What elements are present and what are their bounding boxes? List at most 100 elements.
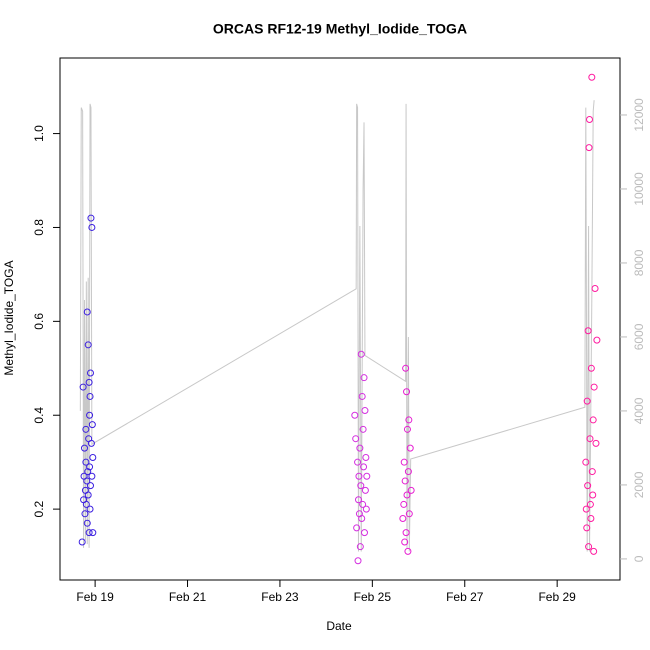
data-point bbox=[399, 515, 407, 523]
data-point bbox=[582, 505, 590, 513]
data-point bbox=[359, 500, 367, 508]
y-tick-label: 0.6 bbox=[32, 313, 46, 330]
data-point bbox=[351, 411, 359, 419]
data-point bbox=[82, 500, 90, 508]
data-point bbox=[588, 468, 596, 476]
y2-tick-label: 8000 bbox=[632, 249, 646, 276]
data-point bbox=[354, 557, 362, 565]
data-point bbox=[83, 519, 91, 527]
x-tick-label: Feb 29 bbox=[538, 590, 576, 604]
data-point bbox=[361, 486, 369, 494]
data-point bbox=[587, 515, 595, 523]
data-point bbox=[401, 477, 409, 485]
data-point bbox=[587, 364, 595, 372]
y-axis-label: Methyl_Iodide_TOGA bbox=[2, 260, 16, 375]
data-point bbox=[86, 392, 94, 400]
data-point bbox=[353, 524, 361, 532]
data-point bbox=[585, 543, 593, 551]
data-point bbox=[83, 308, 91, 316]
data-point bbox=[403, 491, 411, 499]
data-point bbox=[404, 547, 412, 555]
data-point bbox=[86, 463, 94, 471]
data-point bbox=[403, 388, 411, 396]
data-point bbox=[85, 529, 93, 537]
x-tick-label: Feb 27 bbox=[446, 590, 484, 604]
data-point bbox=[583, 397, 591, 405]
x-tick-label: Feb 25 bbox=[354, 590, 392, 604]
data-point bbox=[584, 327, 592, 335]
data-point bbox=[88, 223, 96, 231]
data-point bbox=[590, 383, 598, 391]
data-point bbox=[355, 472, 363, 480]
x-tick-label: Feb 23 bbox=[261, 590, 299, 604]
data-point bbox=[83, 477, 91, 485]
data-point bbox=[87, 439, 95, 447]
data-point bbox=[400, 500, 408, 508]
data-point bbox=[402, 529, 410, 537]
y2-tick-label: 4000 bbox=[632, 397, 646, 424]
x-tick-label: Feb 21 bbox=[169, 590, 207, 604]
data-point bbox=[582, 458, 590, 466]
data-point bbox=[356, 444, 364, 452]
data-point bbox=[354, 458, 362, 466]
data-point bbox=[82, 425, 90, 433]
y-tick-label: 0.2 bbox=[32, 500, 46, 517]
data-point bbox=[356, 543, 364, 551]
data-point bbox=[593, 336, 601, 344]
data-point bbox=[361, 407, 369, 415]
data-point bbox=[362, 505, 370, 513]
data-point bbox=[406, 444, 414, 452]
data-point bbox=[359, 425, 367, 433]
data-point bbox=[405, 416, 413, 424]
data-point bbox=[89, 529, 97, 537]
data-point bbox=[400, 458, 408, 466]
y-tick-label: 1.0 bbox=[32, 125, 46, 142]
data-point bbox=[82, 458, 90, 466]
data-point bbox=[85, 378, 93, 386]
chart-title: ORCAS RF12-19 Methyl_Iodide_TOGA bbox=[213, 21, 467, 37]
data-point bbox=[86, 505, 94, 513]
data-point bbox=[86, 411, 94, 419]
data-point bbox=[360, 529, 368, 537]
y2-tick-label: 10000 bbox=[632, 172, 646, 206]
data-point bbox=[360, 374, 368, 382]
data-point bbox=[590, 547, 598, 555]
data-point bbox=[586, 500, 594, 508]
data-point bbox=[589, 416, 597, 424]
x-axis-label: Date bbox=[326, 619, 352, 633]
x-tick-label: Feb 19 bbox=[76, 590, 114, 604]
data-point bbox=[588, 73, 596, 81]
y-tick-label: 0.4 bbox=[32, 407, 46, 424]
data-point bbox=[360, 463, 368, 471]
data-point bbox=[357, 482, 365, 490]
data-point bbox=[402, 364, 410, 372]
data-point bbox=[586, 115, 594, 123]
data-point bbox=[86, 369, 94, 377]
data-point bbox=[358, 392, 366, 400]
data-point bbox=[84, 491, 92, 499]
data-point bbox=[80, 444, 88, 452]
data-point bbox=[89, 453, 97, 461]
data-point bbox=[362, 453, 370, 461]
data-point bbox=[404, 468, 412, 476]
altitude-line bbox=[79, 100, 595, 552]
y-tick-label: 0.8 bbox=[32, 219, 46, 236]
y2-tick-label: 12000 bbox=[632, 98, 646, 132]
data-point bbox=[407, 486, 415, 494]
data-point bbox=[354, 496, 362, 504]
data-point bbox=[586, 435, 594, 443]
data-point bbox=[591, 284, 599, 292]
data-point bbox=[401, 538, 409, 546]
y2-tick-label: 2000 bbox=[632, 471, 646, 498]
data-point bbox=[357, 350, 365, 358]
data-point bbox=[358, 515, 366, 523]
plot-frame bbox=[59, 57, 621, 581]
data-point bbox=[405, 510, 413, 518]
data-point bbox=[583, 524, 591, 532]
data-point bbox=[87, 214, 95, 222]
data-point bbox=[86, 482, 94, 490]
data-point bbox=[403, 425, 411, 433]
data-point bbox=[584, 482, 592, 490]
